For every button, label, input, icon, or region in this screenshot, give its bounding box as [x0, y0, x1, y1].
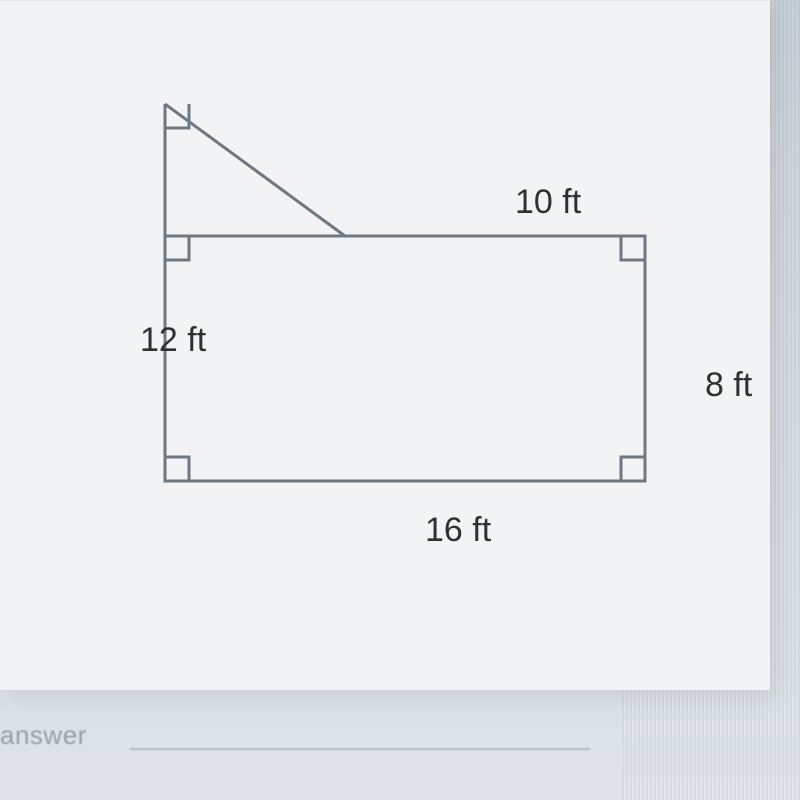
- label-bottom: 16 ft: [425, 511, 491, 550]
- question-card: 10 ft 12 ft 8 ft 16 ft: [0, 0, 770, 690]
- right-angle-top-left: [165, 236, 189, 260]
- right-angle-top-right: [621, 236, 645, 260]
- right-angle-markers: [165, 104, 645, 481]
- answer-prompt-label: answer: [0, 720, 87, 751]
- geometry-diagram: 10 ft 12 ft 8 ft 16 ft: [145, 96, 705, 556]
- label-left: 12 ft: [140, 321, 206, 360]
- answer-input-line[interactable]: [130, 748, 590, 750]
- label-top: 10 ft: [515, 183, 581, 222]
- right-angle-bottom-right: [621, 457, 645, 481]
- right-angle-bottom-left: [165, 457, 189, 481]
- shape-rectangle: [165, 236, 645, 481]
- triangle-hypotenuse: [165, 104, 345, 236]
- diagram-svg: [145, 96, 705, 556]
- label-right: 8 ft: [705, 366, 752, 405]
